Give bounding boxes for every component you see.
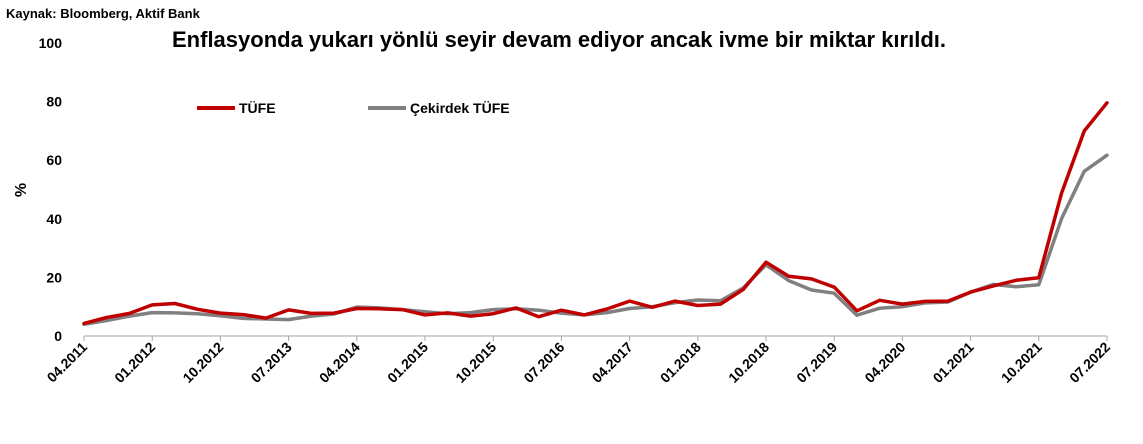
x-axis-ticks: 04.2011 01.2012 10.2012 07.2013 04.2014 01.20… — [44, 336, 1113, 386]
legend-label: Çekirdek TÜFE — [410, 100, 510, 116]
x-tick-label: 07.2016 — [520, 339, 567, 386]
series-line-tufe — [82, 101, 1109, 326]
y-axis-label: % — [13, 183, 30, 197]
y-tick-label: 80 — [46, 94, 62, 110]
x-tick-label: 10.2018 — [725, 339, 772, 386]
legend: TÜFE Çekirdek TÜFE — [197, 100, 510, 116]
x-tick-label: 04.2020 — [861, 339, 908, 386]
y-tick-label: 0 — [54, 328, 62, 344]
y-tick-label: 20 — [46, 269, 62, 285]
source-note: Kaynak: Bloomberg, Aktif Bank — [6, 6, 200, 21]
x-tick-label: 10.2015 — [452, 339, 499, 386]
series-lines — [82, 101, 1109, 327]
x-tick-label: 04.2014 — [316, 339, 363, 386]
x-tick-label: 01.2018 — [657, 339, 704, 386]
y-tick-label: 60 — [46, 152, 62, 168]
x-tick-label: 04.2017 — [589, 339, 636, 386]
legend-label: TÜFE — [239, 100, 276, 116]
x-tick-label: 01.2015 — [384, 339, 431, 386]
x-tick-label: 07.2019 — [793, 339, 840, 386]
x-tick-label: 04.2011 — [44, 339, 91, 386]
x-tick-label: 07.2013 — [248, 339, 295, 386]
x-tick-label: 10.2012 — [179, 339, 226, 386]
y-axis-ticks: 0 20 40 60 80 100 — [39, 35, 63, 344]
y-tick-label: 40 — [46, 211, 62, 227]
chart-title: Enflasyonda yukarı yönlü seyir devam edi… — [172, 27, 946, 52]
y-tick-label: 100 — [39, 35, 63, 51]
x-tick-label: 10.2021 — [998, 339, 1045, 386]
x-tick-label: 01.2012 — [111, 339, 158, 386]
x-tick-label: 07.2022 — [1066, 339, 1113, 386]
x-tick-label: 01.2021 — [930, 339, 977, 386]
